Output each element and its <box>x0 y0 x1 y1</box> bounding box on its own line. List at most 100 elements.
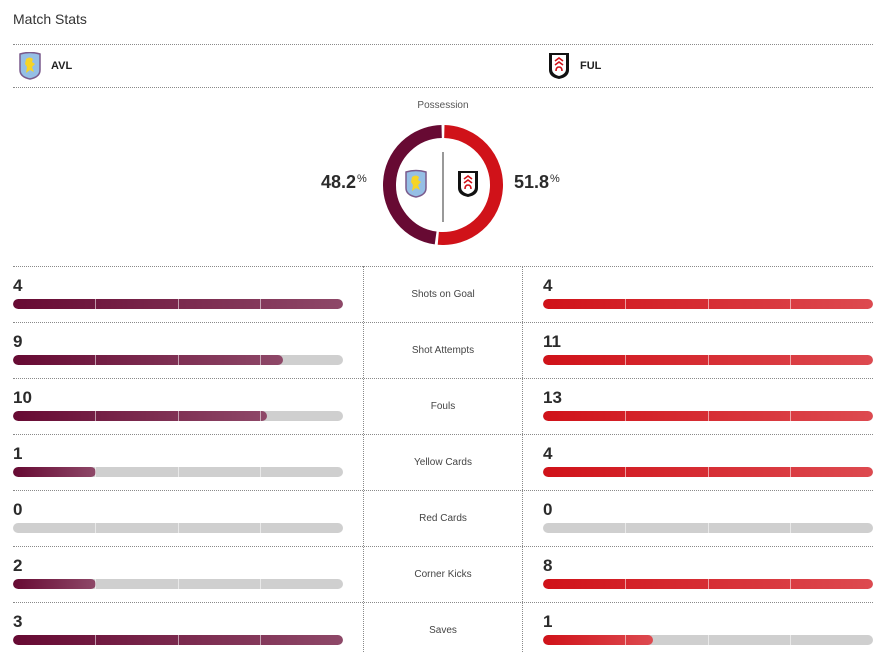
away-stat-value: 4 <box>543 444 553 463</box>
home-stat-value: 0 <box>13 500 23 519</box>
page-title: Match Stats <box>13 11 87 27</box>
home-stat-bar <box>13 635 343 645</box>
possession-label: Possession <box>417 100 469 111</box>
away-stat-bar <box>543 467 873 477</box>
home-stat-bar <box>13 355 343 365</box>
divider <box>13 322 873 323</box>
home-stat-bar-fill <box>13 411 267 421</box>
home-team: AVL <box>19 52 72 80</box>
away-stat-value: 8 <box>543 556 553 575</box>
column-divider <box>363 266 364 652</box>
bar-segment-divider <box>95 635 96 645</box>
away-possession-arc <box>437 125 503 245</box>
stat-label: Saves <box>429 624 457 636</box>
stat-label: Shots on Goal <box>411 288 475 300</box>
away-stat-bar <box>543 523 873 533</box>
bar-segment-divider <box>178 467 179 477</box>
stat-label: Shot Attempts <box>411 344 475 356</box>
bar-segment-divider <box>625 355 626 365</box>
bar-segment-divider <box>790 467 791 477</box>
bar-segment-divider <box>625 579 626 589</box>
home-stat-value: 10 <box>13 388 32 407</box>
home-stat-bar <box>13 579 343 589</box>
home-stat-value: 2 <box>13 556 23 575</box>
bar-segment-divider <box>95 467 96 477</box>
home-stat-bar <box>13 411 343 421</box>
divider <box>13 87 873 88</box>
bar-segment-divider <box>790 579 791 589</box>
bar-segment-divider <box>625 411 626 421</box>
aston-villa-crest-icon <box>405 169 427 198</box>
away-stat-value: 0 <box>543 500 553 519</box>
away-team-abbr: FUL <box>580 60 602 72</box>
away-stat-bar <box>543 579 873 589</box>
bar-segment-divider <box>625 523 626 533</box>
bar-segment-divider <box>260 635 261 645</box>
fulham-crest-icon <box>549 53 569 79</box>
bar-segment-divider <box>260 467 261 477</box>
home-stat-value: 9 <box>13 332 23 351</box>
bar-segment-divider <box>708 523 709 533</box>
stat-label: Corner Kicks <box>414 568 472 580</box>
away-stat-value: 13 <box>543 388 562 407</box>
home-possession-value: 48.2 <box>321 172 357 192</box>
stat-row: 1 Yellow Cards 4 <box>13 434 873 490</box>
home-stat-bar <box>13 467 343 477</box>
possession-donut <box>383 125 503 245</box>
away-stat-bar <box>543 635 873 645</box>
home-possession: 48.2% <box>321 172 367 193</box>
bar-segment-divider <box>95 355 96 365</box>
bar-segment-divider <box>625 299 626 309</box>
bar-segment-divider <box>625 635 626 645</box>
home-team-abbr: AVL <box>51 60 73 72</box>
away-stat-value: 11 <box>543 332 561 351</box>
bar-segment-divider <box>178 411 179 421</box>
bar-segment-divider <box>260 299 261 309</box>
stat-row: 0 Red Cards 0 <box>13 490 873 546</box>
away-stat-value: 4 <box>543 276 553 295</box>
bar-segment-divider <box>95 411 96 421</box>
stat-label: Fouls <box>430 400 456 412</box>
away-stat-bar <box>543 299 873 309</box>
bar-segment-divider <box>260 411 261 421</box>
bar-segment-divider <box>95 579 96 589</box>
stat-row: 4 Shots on Goal 4 <box>13 266 873 322</box>
bar-segment-divider <box>178 579 179 589</box>
divider <box>13 266 873 267</box>
stat-row: 9 Shot Attempts 11 <box>13 322 873 378</box>
home-possession-arc <box>383 125 443 245</box>
bar-segment-divider <box>260 579 261 589</box>
away-stat-bar <box>543 355 873 365</box>
bar-segment-divider <box>790 355 791 365</box>
away-team: FUL <box>548 52 601 80</box>
bar-segment-divider <box>260 355 261 365</box>
divider <box>13 44 873 45</box>
home-stat-value: 3 <box>13 612 23 631</box>
bar-segment-divider <box>708 635 709 645</box>
away-possession-value: 51.8 <box>514 172 550 192</box>
home-stat-bar-fill <box>13 467 96 477</box>
home-stat-bar-fill <box>13 579 96 589</box>
home-stat-bar-fill <box>13 355 283 365</box>
divider <box>13 378 873 379</box>
stat-row: 10 Fouls 13 <box>13 378 873 434</box>
column-divider <box>522 266 523 652</box>
bar-segment-divider <box>708 579 709 589</box>
bar-segment-divider <box>95 299 96 309</box>
bar-segment-divider <box>178 523 179 533</box>
bar-segment-divider <box>260 523 261 533</box>
bar-segment-divider <box>790 299 791 309</box>
stat-label: Yellow Cards <box>414 456 472 468</box>
bar-segment-divider <box>178 635 179 645</box>
bar-segment-divider <box>625 467 626 477</box>
divider <box>13 602 873 603</box>
home-stat-value: 1 <box>13 444 23 463</box>
home-stat-value: 4 <box>13 276 23 295</box>
bar-segment-divider <box>790 523 791 533</box>
divider <box>13 490 873 491</box>
bar-segment-divider <box>178 355 179 365</box>
stat-row: 2 Corner Kicks 8 <box>13 546 873 602</box>
fulham-crest-icon <box>458 171 478 197</box>
away-stat-value: 1 <box>543 612 553 631</box>
away-possession: 51.8% <box>514 172 560 193</box>
